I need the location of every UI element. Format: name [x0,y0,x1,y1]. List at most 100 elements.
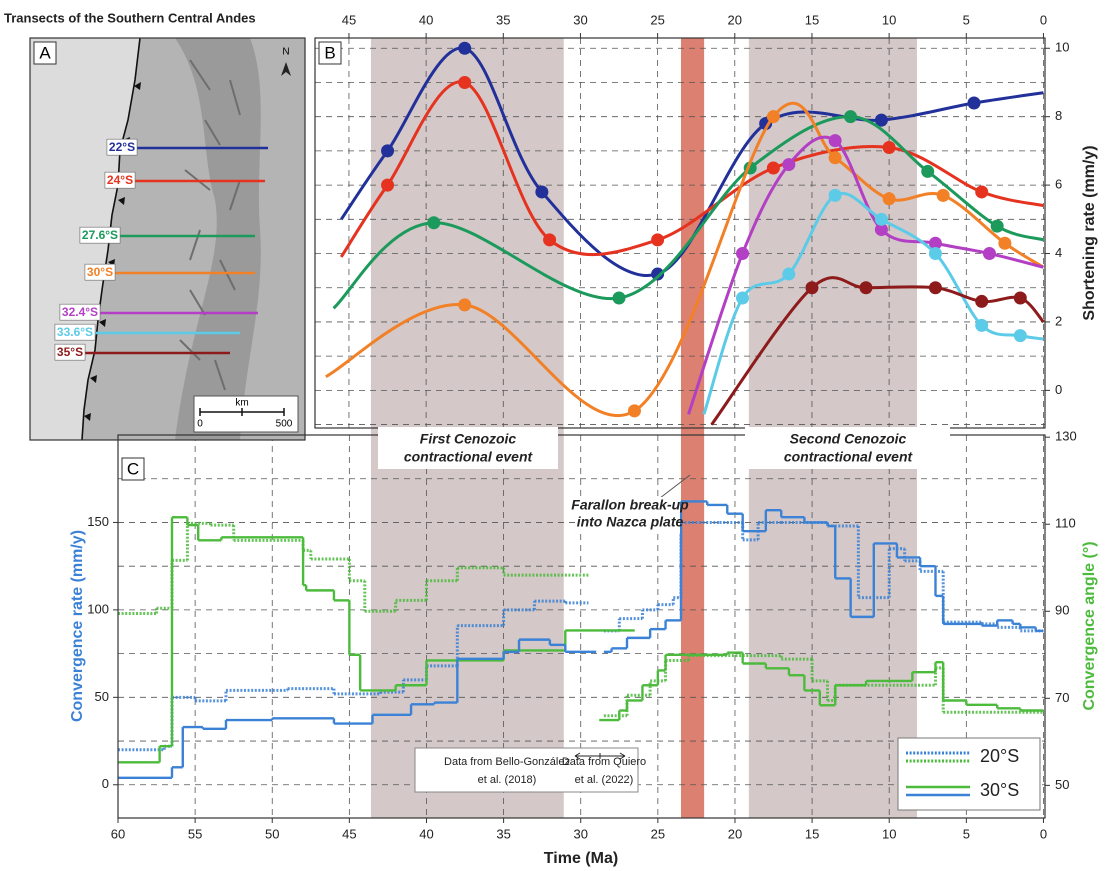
annotation: contractional event [784,449,914,465]
figure-title: Transects of the Southern Central Andes [4,10,256,25]
data-point [991,220,1004,233]
y2-tick-label: 110 [1055,516,1076,531]
data-point [628,404,641,417]
y-tick-label: 50 [95,689,109,704]
y-tick-label: 8 [1055,108,1062,123]
panel-letter: C [127,459,139,478]
x-tick-label: 40 [419,826,433,841]
data-point [829,151,842,164]
y-tick-label: 100 [87,601,109,616]
x-tick-label: 0 [1040,12,1047,27]
data-point [921,165,934,178]
annotation: Second Cenozoic [790,431,907,447]
x-tick-label: 15 [805,12,819,27]
scale-unit: km [235,398,248,409]
x-tick-label: 10 [882,12,896,27]
figure: N km 0 500 A 22°S24°S27.6°S30°S32.4°S33.… [0,0,1105,871]
y2-axis-label: Convergence angle (°) [1081,541,1098,710]
data-point [983,247,996,260]
legend-label: 20°S [980,746,1019,766]
x-tick-label: 30 [573,826,587,841]
transect-label: 24°S [107,173,133,187]
y-tick-label: 0 [102,776,109,791]
data-point [968,97,981,110]
panel-letter: A [39,43,51,62]
data-point [929,247,942,260]
x-tick-label: 30 [573,12,587,27]
x-tick-label: 55 [188,826,202,841]
transect-label: 27.6°S [82,228,118,242]
annotation: Farallon break-up [571,497,689,513]
y-tick-label: 10 [1055,40,1069,55]
y-axis-label: Shortening rate (mm/y) [1081,145,1098,320]
data-point [844,110,857,123]
data-point [782,158,795,171]
y2-tick-label: 130 [1055,429,1077,444]
x-tick-label: 0 [1040,826,1047,841]
x-tick-label: 50 [265,826,279,841]
data-point [975,319,988,332]
x-tick-label: 60 [111,826,125,841]
panel-letter: B [324,43,335,62]
y-tick-label: 4 [1055,245,1062,260]
data-point [929,281,942,294]
x-tick-label: 5 [963,826,970,841]
data-point [381,179,394,192]
north-label: N [282,47,289,58]
annotation: into Nazca plate [577,514,684,530]
x-tick-label: 25 [651,826,665,841]
x-axis-label: Time (Ma) [544,850,618,867]
map-panel: N km 0 500 A 22°S24°S27.6°S30°S32.4°S33.… [30,38,305,440]
x-tick-label: 40 [419,12,433,27]
transect-label: 32.4°S [62,305,98,319]
data-point [829,189,842,202]
y2-tick-label: 70 [1055,690,1069,705]
transect-label: 22°S [109,140,135,154]
data-point [736,292,749,305]
data-point [458,298,471,311]
data-point [613,292,626,305]
data-point [859,281,872,294]
x-tick-label: 5 [963,12,970,27]
y-tick-label: 6 [1055,177,1062,192]
x-tick-label: 20 [728,826,742,841]
transect-label: 35°S [57,345,83,359]
data-point [767,110,780,123]
x-tick-label: 35 [496,826,510,841]
data-point [458,76,471,89]
data-point [767,162,780,175]
data-point [829,134,842,147]
transect-label: 33.6°S [57,325,93,339]
annotation: contractional event [404,449,534,465]
y2-tick-label: 50 [1055,777,1069,792]
data-point [1014,292,1027,305]
data-point [975,295,988,308]
data-point [535,185,548,198]
data-point [782,268,795,281]
data-point [805,281,818,294]
legend-label: 30°S [980,780,1019,800]
scale-tick: 0 [197,419,203,430]
x-tick-label: 25 [650,12,664,27]
data-point [736,247,749,260]
data-point [883,192,896,205]
annotation: First Cenozoic [420,431,517,447]
data-point [1014,329,1027,342]
data-point [651,233,664,246]
y-tick-label: 2 [1055,313,1062,328]
data-point [998,237,1011,250]
y-axis-label: Convergence rate (mm/y) [69,530,86,722]
data-point [381,144,394,157]
source-note: Data from Quiero [562,756,646,768]
x-tick-label: 35 [496,12,510,27]
source-note: Data from Bello-González [444,756,570,768]
data-point [975,185,988,198]
x-tick-label: 20 [728,12,742,27]
x-tick-label: 45 [342,12,356,27]
x-tick-label: 10 [882,826,896,841]
y-tick-label: 150 [87,514,109,529]
data-point [543,233,556,246]
transect-label: 30°S [87,265,113,279]
y2-tick-label: 90 [1055,603,1069,618]
data-point [883,141,896,154]
